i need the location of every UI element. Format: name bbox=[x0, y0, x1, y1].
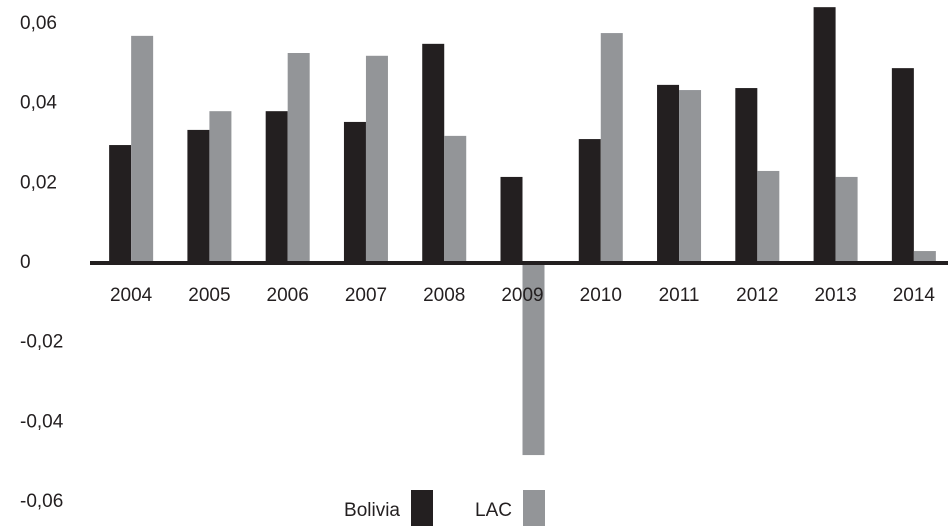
legend-label: LAC bbox=[475, 500, 512, 521]
x-tick-label: 2010 bbox=[580, 285, 622, 306]
bar bbox=[265, 111, 288, 263]
x-tick-label: 2004 bbox=[110, 285, 153, 306]
x-tick-label: 2008 bbox=[423, 285, 465, 306]
bar bbox=[522, 263, 545, 456]
x-tick-label: 2007 bbox=[345, 285, 387, 306]
bar bbox=[657, 84, 680, 263]
bar bbox=[422, 43, 445, 264]
bar bbox=[209, 111, 232, 263]
x-tick-label: 2006 bbox=[267, 285, 309, 306]
bar bbox=[365, 55, 388, 264]
x-tick-label: 2009 bbox=[501, 285, 543, 306]
x-tick-label: 2012 bbox=[736, 285, 778, 306]
legend-label: Bolivia bbox=[344, 500, 400, 521]
legend-swatch bbox=[411, 490, 433, 526]
y-tick-label: 0,02 bbox=[20, 172, 57, 193]
bar bbox=[913, 251, 936, 263]
bar bbox=[287, 52, 310, 263]
y-tick-label: -0,02 bbox=[20, 332, 63, 353]
bar bbox=[187, 129, 210, 263]
bar bbox=[500, 176, 523, 263]
bar bbox=[735, 88, 758, 263]
bar bbox=[813, 7, 836, 263]
bar bbox=[835, 176, 858, 263]
y-tick-label: -0,04 bbox=[20, 411, 64, 432]
x-tick-label: 2005 bbox=[188, 285, 230, 306]
x-tick-label: 2013 bbox=[814, 285, 856, 306]
y-tick-label: 0,06 bbox=[20, 13, 57, 34]
bar bbox=[891, 68, 914, 264]
y-tick-label: -0,06 bbox=[20, 491, 63, 512]
bar bbox=[757, 170, 780, 263]
bar bbox=[343, 121, 366, 263]
legend-swatch bbox=[523, 490, 545, 526]
bar bbox=[131, 35, 154, 264]
bar bbox=[444, 135, 467, 263]
bar bbox=[600, 33, 623, 263]
bar bbox=[578, 139, 601, 263]
x-tick-label: 2014 bbox=[893, 285, 936, 306]
bar bbox=[679, 90, 702, 263]
bar bbox=[109, 145, 132, 263]
y-tick-label: 0,04 bbox=[20, 93, 57, 114]
x-tick-label: 2011 bbox=[659, 285, 700, 306]
y-tick-label: 0 bbox=[20, 252, 31, 273]
